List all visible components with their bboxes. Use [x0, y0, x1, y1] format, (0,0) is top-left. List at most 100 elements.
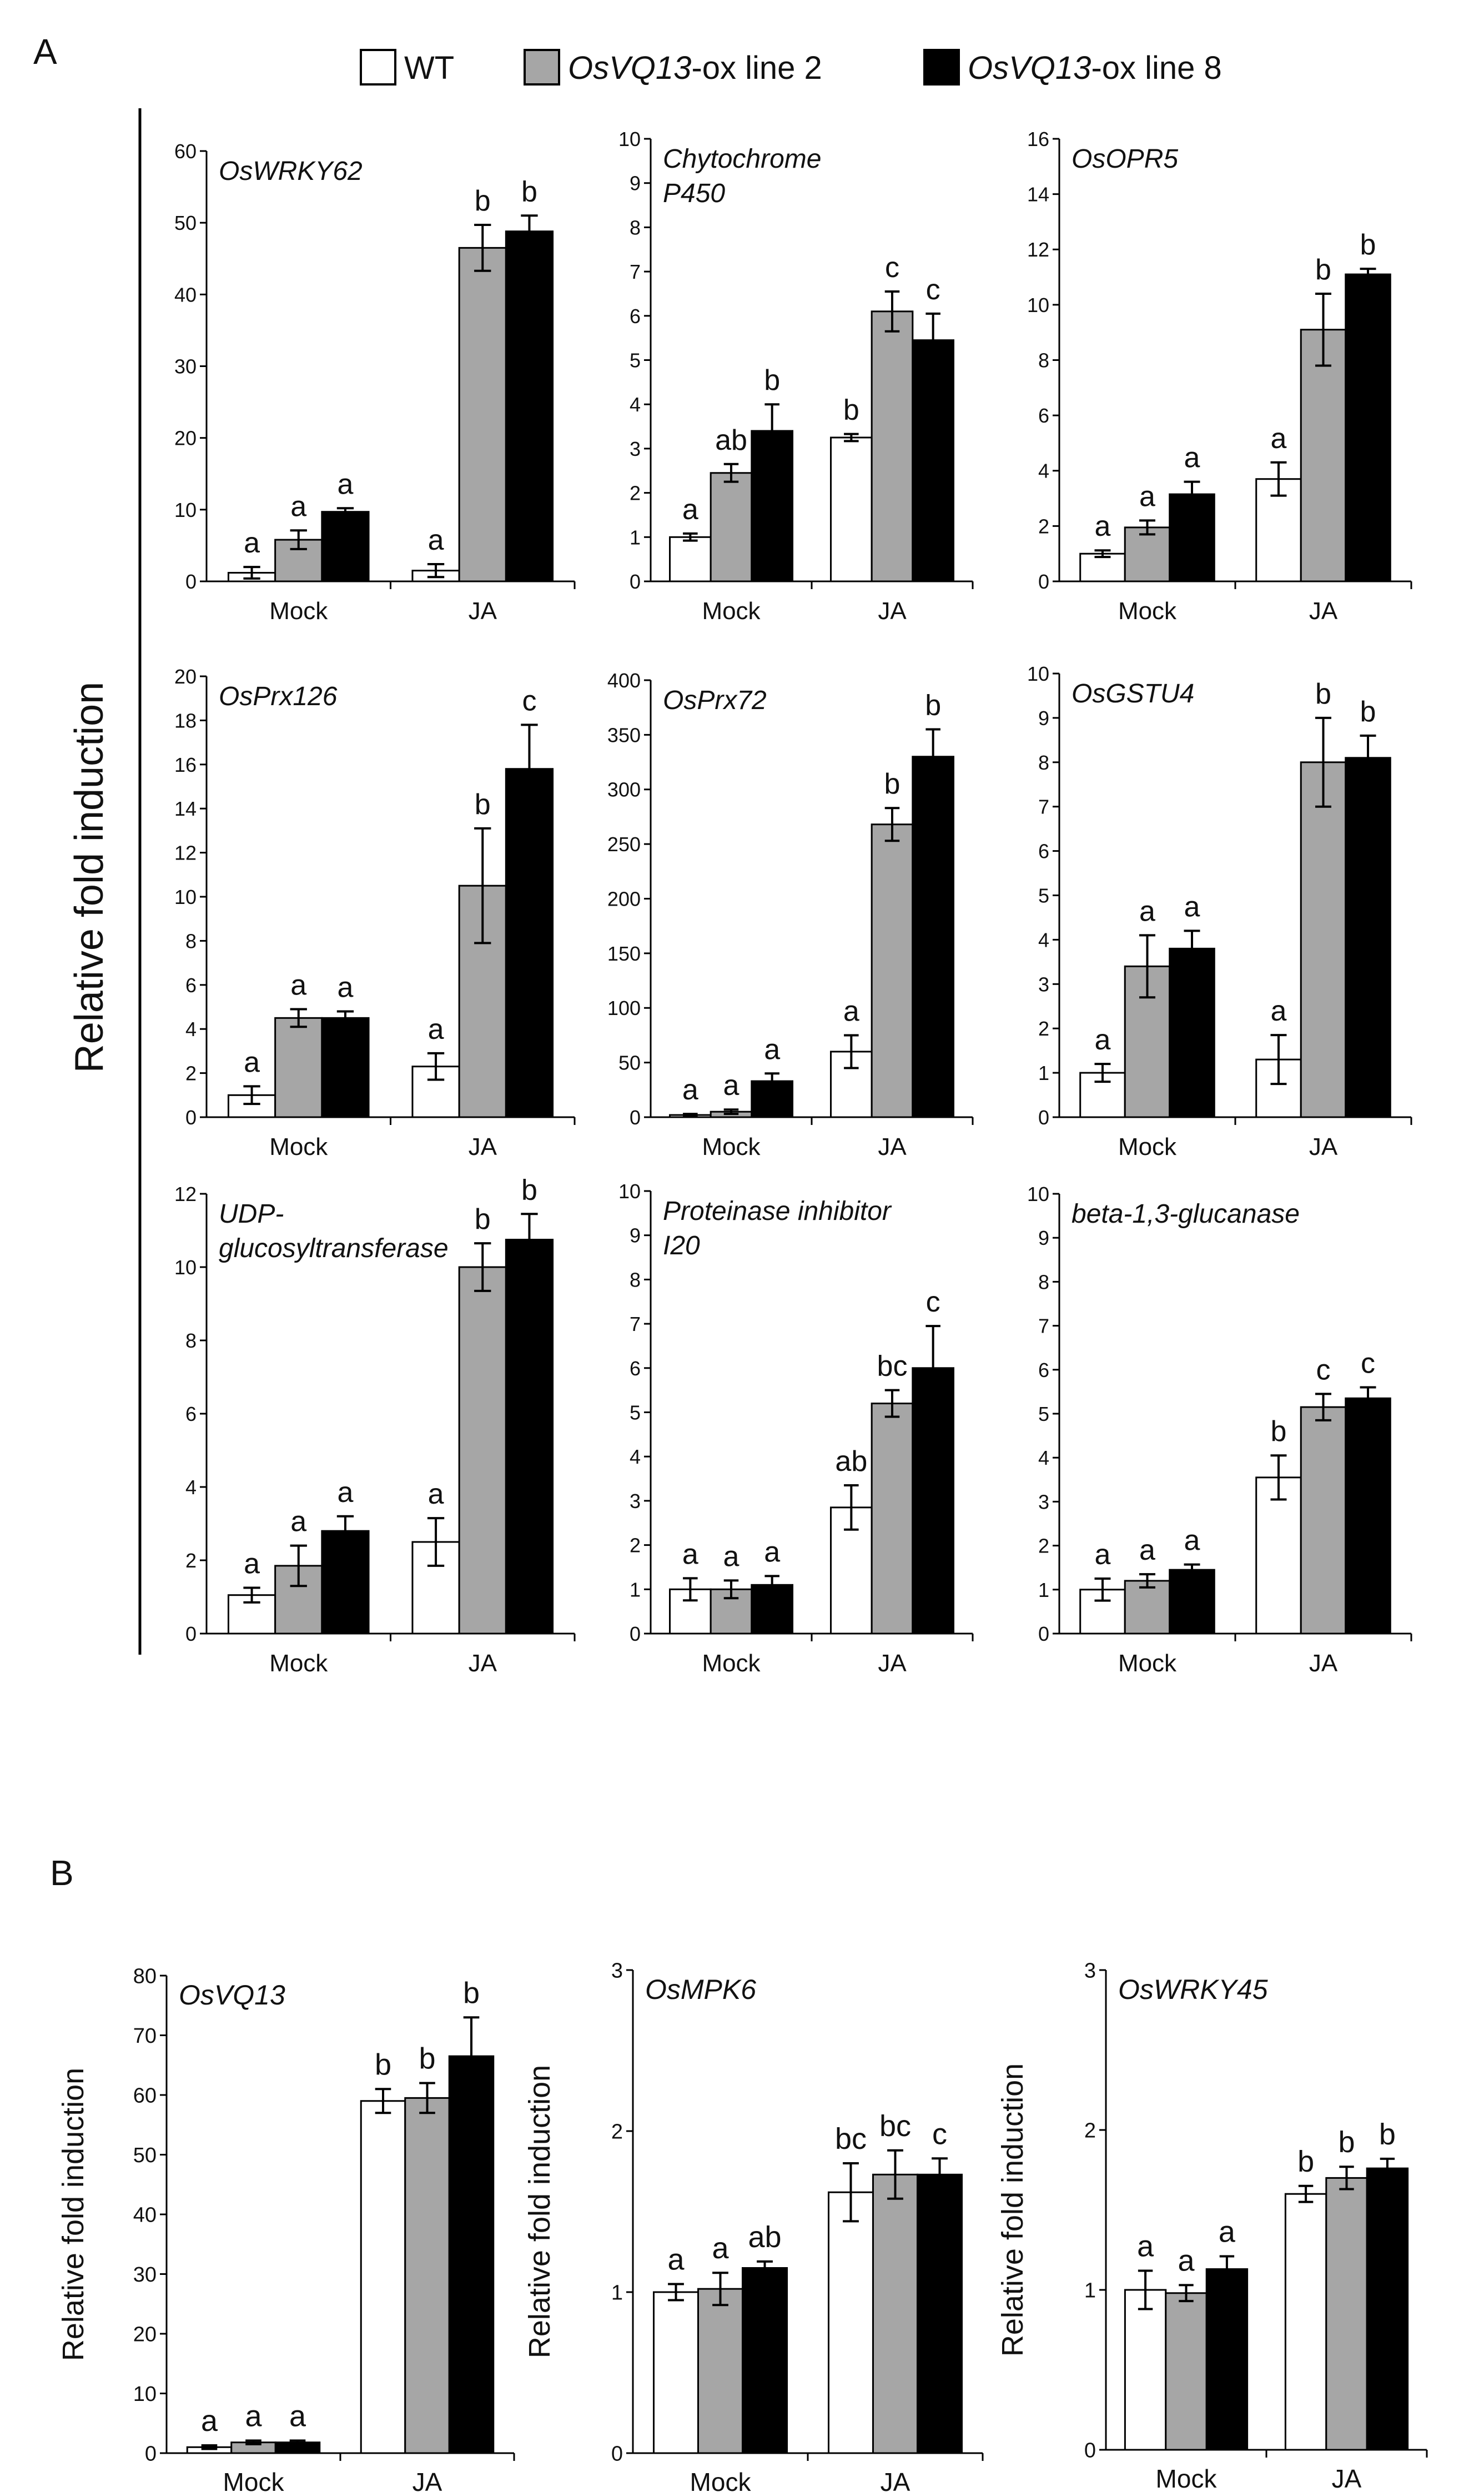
- significance-letter: a: [764, 1536, 780, 1568]
- y-tick-label: 8: [185, 930, 197, 952]
- significance-letter: b: [475, 185, 491, 217]
- y-tick-label: 70: [133, 2024, 157, 2048]
- chart-title: glucosyltransferase: [219, 1234, 449, 1263]
- y-tick-label: 2: [630, 482, 641, 505]
- y-tick-label: 16: [1027, 128, 1049, 150]
- y-tick-label: 20: [174, 427, 197, 450]
- category-label: Mock: [702, 597, 761, 625]
- significance-letter: a: [289, 2399, 306, 2433]
- category-label: Mock: [690, 2468, 752, 2492]
- significance-letter: a: [201, 2404, 218, 2438]
- category-label: JA: [469, 1650, 497, 1677]
- y-tick-label: 3: [611, 1960, 623, 1983]
- significance-letter: a: [337, 971, 353, 1003]
- significance-letter: c: [926, 1286, 940, 1318]
- significance-letter: b: [375, 2048, 391, 2081]
- y-tick-label: 50: [618, 1052, 641, 1074]
- category-label: JA: [469, 597, 497, 625]
- significance-letter: b: [1297, 2145, 1314, 2178]
- significance-letter: a: [337, 1476, 353, 1509]
- bar: [1079, 1589, 1126, 1635]
- y-tick-label: 10: [618, 128, 641, 150]
- legend-label-italic: OsVQ13: [968, 50, 1091, 86]
- chart-title: OsMPK6: [645, 1974, 756, 2005]
- y-tick-label: 4: [630, 393, 641, 416]
- y-tick-label: 1: [1084, 2279, 1096, 2303]
- bar: [917, 2173, 963, 2454]
- y-tick-label: 5: [630, 349, 641, 371]
- bar: [1255, 1476, 1302, 1635]
- chart-10: 0 10 20 30 40 50 60 70 80 Mock JA a b a b a b OsVQ13 Relat…: [57, 1965, 515, 2492]
- y-tick-label: 100: [607, 997, 641, 1019]
- category-label: JA: [878, 1133, 907, 1160]
- y-tick-label: 150: [607, 942, 641, 965]
- y-tick-label: 10: [174, 1256, 197, 1279]
- significance-letter: b: [1271, 1415, 1287, 1448]
- bar: [872, 2173, 919, 2454]
- bar: [1325, 2177, 1368, 2451]
- y-tick-label: 0: [145, 2443, 157, 2466]
- chart-title: P450: [663, 179, 725, 208]
- y-tick-label: 6: [630, 305, 641, 328]
- category-label: Mock: [269, 1133, 328, 1160]
- significance-letter: ab: [748, 2220, 781, 2254]
- y-tick-label: 3: [630, 438, 641, 460]
- y-tick-label: 7: [630, 1313, 641, 1335]
- significance-letter: a: [1137, 2229, 1154, 2263]
- y-tick-label: 60: [174, 140, 197, 163]
- y-axis-label: Relative fold induction: [57, 2068, 90, 2361]
- y-tick-label: 3: [630, 1490, 641, 1513]
- y-tick-label: 4: [185, 1018, 197, 1041]
- chart-title: OsWRKY62: [219, 157, 363, 186]
- y-tick-label: 1: [611, 2282, 623, 2305]
- y-tick-label: 0: [630, 1106, 641, 1129]
- significance-letter: b: [419, 2042, 435, 2076]
- y-tick-label: 300: [607, 778, 641, 801]
- significance-letter: b: [843, 394, 859, 426]
- significance-letter: b: [521, 175, 537, 208]
- category-label: Mock: [1156, 2464, 1218, 2492]
- chart-title: OsWRKY45: [1118, 1974, 1268, 2005]
- significance-letter: b: [764, 364, 780, 396]
- significance-letter: a: [290, 1506, 306, 1538]
- y-axis-label: Relative fold induction: [523, 2065, 556, 2358]
- category-label: Mock: [223, 2468, 285, 2492]
- chart-title: Chytochrome: [663, 144, 821, 174]
- y-tick-label: 50: [174, 212, 197, 234]
- bar: [871, 823, 914, 1118]
- chart-9: 0 1 2 3 4 5 6 7 8 9 10 Mock JA a b a c a c beta-1,3-glucana…: [1027, 1183, 1412, 1677]
- significance-letter: a: [723, 1069, 740, 1102]
- y-tick-label: 1: [630, 1578, 641, 1601]
- y-tick-label: 8: [1038, 349, 1049, 371]
- y-tick-label: 8: [185, 1329, 197, 1352]
- significance-letter: b: [475, 1203, 491, 1235]
- significance-letter: a: [682, 1074, 698, 1106]
- significance-letter: a: [1271, 995, 1287, 1027]
- y-tick-label: 12: [174, 842, 197, 865]
- category-label: Mock: [269, 1650, 328, 1677]
- significance-letter: a: [428, 1478, 444, 1510]
- legend-label-1: WT: [404, 50, 454, 86]
- y-tick-label: 0: [1084, 2439, 1096, 2463]
- y-tick-label: 2: [1084, 2119, 1096, 2143]
- bar: [1169, 1569, 1215, 1635]
- y-tick-label: 6: [1038, 840, 1049, 863]
- category-label: JA: [881, 2468, 910, 2492]
- bar: [1300, 761, 1347, 1118]
- y-tick-label: 30: [133, 2263, 157, 2287]
- y-tick-label: 0: [630, 1622, 641, 1645]
- y-tick-label: 3: [1038, 1490, 1049, 1513]
- bar: [404, 2097, 450, 2454]
- legend-label-text: WT: [404, 50, 454, 86]
- significance-letter: a: [244, 1548, 260, 1580]
- y-tick-label: 14: [174, 797, 197, 820]
- y-tick-label: 10: [174, 886, 197, 908]
- significance-letter: a: [244, 527, 260, 559]
- bar: [871, 1403, 914, 1635]
- bar: [827, 2191, 874, 2454]
- bar: [652, 2291, 699, 2454]
- chart-title: OsVQ13: [179, 1979, 285, 2011]
